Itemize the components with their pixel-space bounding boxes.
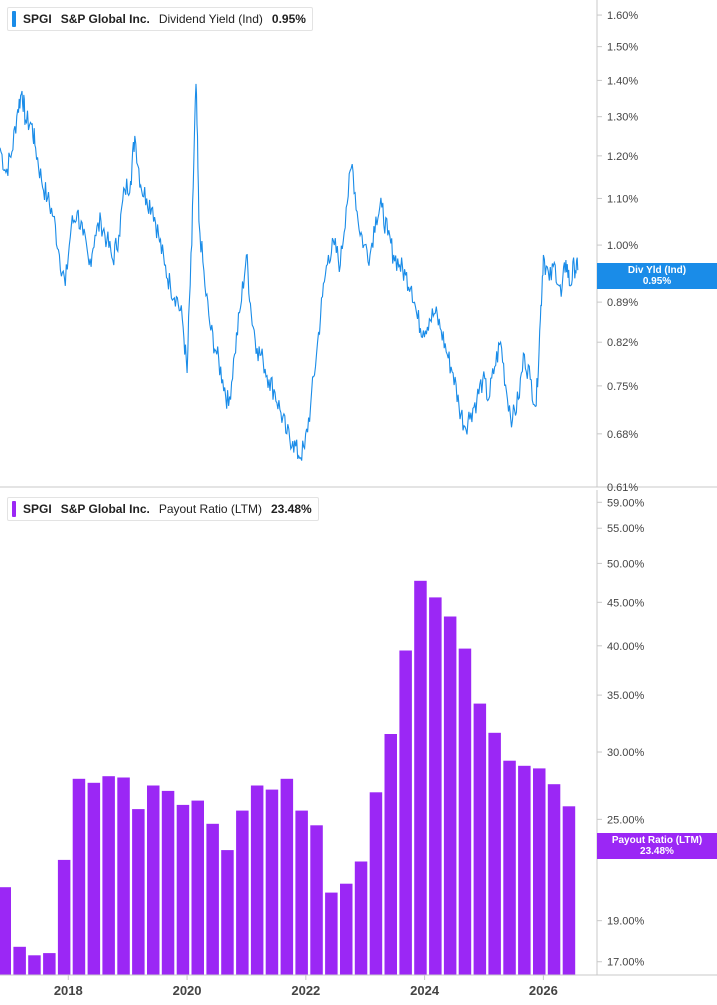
bottom-y-tick-label: 55.00%: [607, 523, 645, 535]
top-y-tick-label: 1.00%: [607, 240, 638, 252]
payout-ratio-bar: [72, 778, 86, 975]
payout-ratio-legend-label: Payout Ratio (LTM): [158, 502, 262, 516]
top-y-tick-label: 0.68%: [607, 429, 638, 441]
payout-ratio-bar: [13, 946, 26, 975]
x-tick-label: 2020: [173, 983, 202, 998]
payout-ratio-legend-ticker: SPGI: [23, 502, 52, 516]
bottom-y-tick-label: 40.00%: [607, 641, 645, 653]
top-y-tick-label: 0.82%: [607, 337, 638, 349]
x-tick-label: 2026: [529, 983, 558, 998]
dividend-yield-legend-swatch: [12, 11, 16, 27]
dividend-yield-badge: Div Yld (Ind) 0.95%: [597, 263, 717, 290]
bottom-y-tick-label: 17.00%: [607, 957, 645, 969]
dividend-yield-legend-company: S&P Global Inc.: [60, 12, 150, 26]
payout-ratio-bar: [547, 784, 561, 975]
payout-ratio-bar: [28, 955, 41, 975]
dividend-yield-line: [0, 83, 579, 461]
x-axis: 2018 2020 2022 2024 2026: [0, 974, 717, 998]
top-y-tick-label: 1.30%: [607, 112, 638, 124]
bottom-y-tick-label: 50.00%: [607, 558, 645, 570]
bottom-y-tick-label: 59.00%: [607, 497, 645, 509]
payout-ratio-bar: [87, 782, 101, 975]
bottom-y-tick-label: 30.00%: [607, 747, 645, 759]
payout-ratio-legend-company: S&P Global Inc.: [60, 502, 150, 516]
top-axis: 1.60% 1.50% 1.40% 1.30% 1.20% 1.10% 1.00% 0.95%…: [0, 0, 717, 494]
bottom-y-tick-label: 25.00%: [607, 814, 645, 826]
payout-ratio-bar: [206, 823, 219, 975]
payout-ratio-bar: [295, 810, 308, 975]
payout-ratio-bar: [518, 765, 531, 975]
x-tick-label: 2018: [54, 983, 83, 998]
payout-ratio-bar: [325, 892, 338, 975]
x-tick-label: 2024: [410, 983, 440, 998]
payout-ratio-bar: [399, 650, 412, 975]
payout-ratio-bar: [0, 887, 11, 975]
top-y-tick-label: 1.40%: [607, 75, 638, 87]
payout-ratio-legend-swatch: [12, 501, 16, 517]
top-y-tick-label: 0.61%: [607, 482, 638, 494]
dividend-yield-plot: [0, 83, 579, 461]
dividend-yield-legend: SPGI S&P Global Inc. Dividend Yield (Ind…: [7, 7, 313, 31]
payout-ratio-plot: [0, 580, 576, 975]
payout-ratio-bar: [354, 861, 368, 975]
payout-ratio-bar: [176, 804, 190, 975]
payout-ratio-bar: [384, 734, 397, 975]
top-y-tick-label: 0.75%: [607, 381, 638, 393]
payout-ratio-bar: [132, 809, 145, 975]
payout-ratio-bar: [310, 825, 323, 975]
payout-ratio-bar: [221, 850, 234, 975]
payout-ratio-bar: [102, 776, 115, 975]
dividend-yield-badge-label: Div Yld (Ind): [627, 265, 687, 277]
payout-ratio-badge: Payout Ratio (LTM) 23.48%: [597, 832, 717, 859]
payout-ratio-bar: [236, 810, 249, 975]
payout-ratio-bar: [562, 806, 576, 975]
payout-ratio-bar: [414, 580, 427, 975]
bottom-y-tick-label: 35.00%: [607, 690, 645, 702]
payout-ratio-badge-label: Payout Ratio (LTM): [611, 834, 703, 846]
top-y-tick-label: 1.20%: [607, 151, 638, 163]
dividend-yield-badge-value: 0.95%: [642, 276, 672, 288]
payout-ratio-bar: [533, 768, 546, 975]
bottom-y-tick-label: 19.00%: [607, 916, 645, 928]
top-y-tick-label: 1.50%: [607, 42, 638, 54]
payout-ratio-badge-value: 23.48%: [640, 845, 674, 857]
payout-ratio-bar: [147, 785, 160, 975]
x-tick-label: 2022: [291, 983, 320, 998]
dividend-yield-legend-label: Dividend Yield (Ind): [158, 12, 263, 26]
payout-ratio-bar: [488, 732, 501, 975]
payout-ratio-bar: [503, 760, 516, 975]
payout-ratio-bar: [250, 785, 264, 975]
payout-ratio-bar: [473, 703, 487, 975]
top-y-tick-label: 0.89%: [607, 297, 638, 309]
dividend-yield-legend-value: 0.95%: [271, 12, 306, 26]
payout-ratio-bar: [429, 597, 442, 975]
payout-ratio-bar: [43, 953, 56, 975]
payout-ratio-bar: [458, 648, 472, 975]
top-y-tick-label: 1.60%: [607, 10, 638, 22]
payout-ratio-legend-value: 23.48%: [270, 502, 312, 516]
payout-ratio-bar: [191, 800, 204, 975]
payout-ratio-bar: [340, 883, 353, 975]
payout-ratio-bar: [280, 778, 294, 975]
bottom-y-tick-label: 45.00%: [607, 597, 645, 609]
payout-ratio-bar: [369, 792, 383, 975]
dividend-yield-legend-ticker: SPGI: [23, 12, 52, 26]
payout-ratio-bar: [161, 790, 175, 975]
bottom-axis: 59.00% 55.00% 50.00% 45.00% 40.00% 35.00% 30.0…: [596, 490, 645, 975]
payout-ratio-legend: SPGI S&P Global Inc. Payout Ratio (LTM) …: [7, 497, 319, 521]
payout-ratio-bar: [57, 859, 71, 975]
top-y-tick-label: 1.10%: [607, 193, 638, 205]
payout-ratio-bar: [265, 789, 279, 975]
payout-ratio-bar: [117, 777, 130, 975]
payout-ratio-bar: [443, 616, 457, 975]
